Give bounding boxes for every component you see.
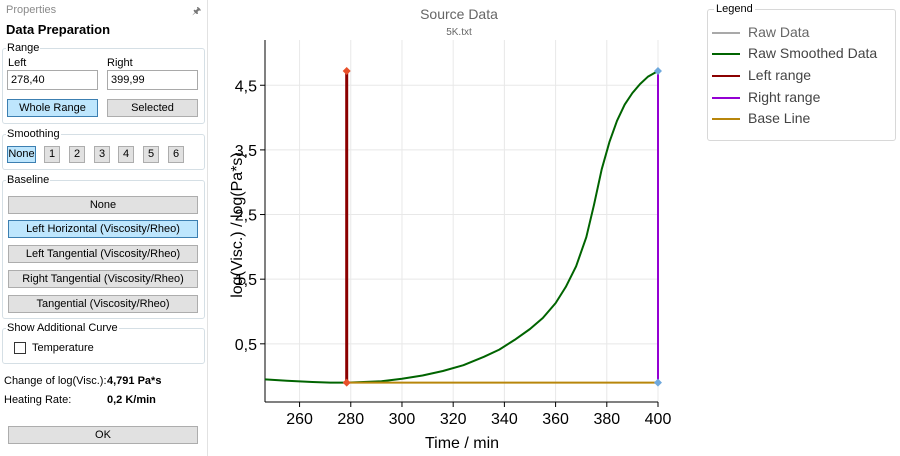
left-label: Left [8,57,27,69]
temperature-checkbox[interactable] [14,342,26,354]
chart-series [264,70,659,384]
ok-button[interactable]: OK [8,426,198,444]
y-tick-label: 0,5 [235,337,257,354]
x-tick-label: 340 [491,411,518,428]
series-raw-smoothed-data [264,70,659,384]
heating-rate-label: Heating Rate: [4,394,72,406]
left-range-input[interactable]: 278,40 [7,70,98,90]
whole-range-button[interactable]: Whole Range [7,99,98,117]
baseline-tangential-button[interactable]: Tangential (Viscosity/Rheo) [8,295,198,313]
x-tick-label: 360 [542,411,569,428]
smoothing-5-button[interactable]: 5 [143,146,159,163]
x-tick-label: 280 [337,411,364,428]
legend-caption: Legend [714,3,755,15]
legend-swatch [712,118,740,120]
x-tick-label: 260 [286,411,313,428]
heating-rate-value: 0,2 K/min [107,394,156,406]
range-legend: Range [7,42,40,54]
baseline-group: Baseline [2,174,205,319]
x-axis-label: Time / min [425,435,499,452]
baseline-none-button[interactable]: None [8,196,198,214]
x-tick-label: 320 [440,411,467,428]
panel-title: Data Preparation [6,22,111,37]
smoothing-6-button[interactable]: 6 [168,146,184,163]
baseline-right-tangential-button[interactable]: Right Tangential (Viscosity/Rheo) [8,270,198,288]
y-tick-label: 3,5 [235,143,257,160]
x-tick-label: 300 [389,411,416,428]
legend-swatch [712,75,740,77]
smoothing-1-button[interactable]: 1 [44,146,60,163]
legend-label: Right range [748,89,821,105]
baseline-legend: Baseline [7,174,50,186]
panel-caption: Properties [6,4,57,16]
legend-swatch [712,97,740,99]
smoothing-none-button[interactable]: None [7,146,36,163]
legend-label: Base Line [748,110,811,126]
source-data-chart[interactable]: Source Data 5K.txt 260 280 300 320 340 360 380… [208,0,707,456]
y-axis-label: log(Visc.) / log(Pa*s) [229,152,246,298]
chart-grid [265,40,659,402]
chart-ticks: 260 280 300 320 340 360 380 400 0,5 1,5 2,5 3,5 4,5 [235,78,672,428]
left-range-bottom-marker [342,378,351,387]
y-tick-label: 4,5 [235,78,257,95]
temperature-label: Temperature [32,342,94,354]
legend-label: Raw Data [748,24,810,40]
y-tick-label: 2,5 [235,208,257,225]
chart-subtitle: 5K.txt [446,27,472,38]
x-tick-label: 400 [645,411,672,428]
smoothing-2-button[interactable]: 2 [69,146,85,163]
chart-axes [264,40,658,403]
legend-label: Left range [748,67,812,83]
legend-label: Raw Smoothed Data [748,45,878,61]
chart-markers [342,67,662,387]
pin-icon[interactable]: 🖈 [192,6,202,17]
smoothing-3-button[interactable]: 3 [94,146,110,163]
smoothing-group: Smoothing [2,128,205,170]
legend-box [707,9,896,141]
change-value: 4,791 Pa*s [107,375,162,387]
right-range-input[interactable]: 399,99 [107,70,198,90]
right-label: Right [107,57,133,69]
additional-curve-group: Show Additional Curve [2,322,205,364]
legend-swatch [712,32,740,34]
smoothing-4-button[interactable]: 4 [118,146,134,163]
range-group: Range [2,42,205,124]
selected-range-button[interactable]: Selected [107,99,198,117]
legend-swatch [712,53,740,55]
x-tick-label: 380 [593,411,620,428]
baseline-left-tangential-button[interactable]: Left Tangential (Viscosity/Rheo) [8,245,198,263]
right-range-top-marker [653,67,662,76]
y-tick-label: 1,5 [235,272,257,289]
chart-title: Source Data [420,6,498,22]
right-range-bottom-marker [653,378,662,387]
baseline-left-horizontal-button[interactable]: Left Horizontal (Viscosity/Rheo) [8,220,198,238]
properties-panel: Properties 🖈 Data Preparation Range Left… [0,0,208,456]
change-label: Change of log(Visc.): [4,375,107,387]
left-range-top-marker [342,67,351,76]
additional-curve-legend: Show Additional Curve [7,322,118,334]
smoothing-legend: Smoothing [7,128,60,140]
